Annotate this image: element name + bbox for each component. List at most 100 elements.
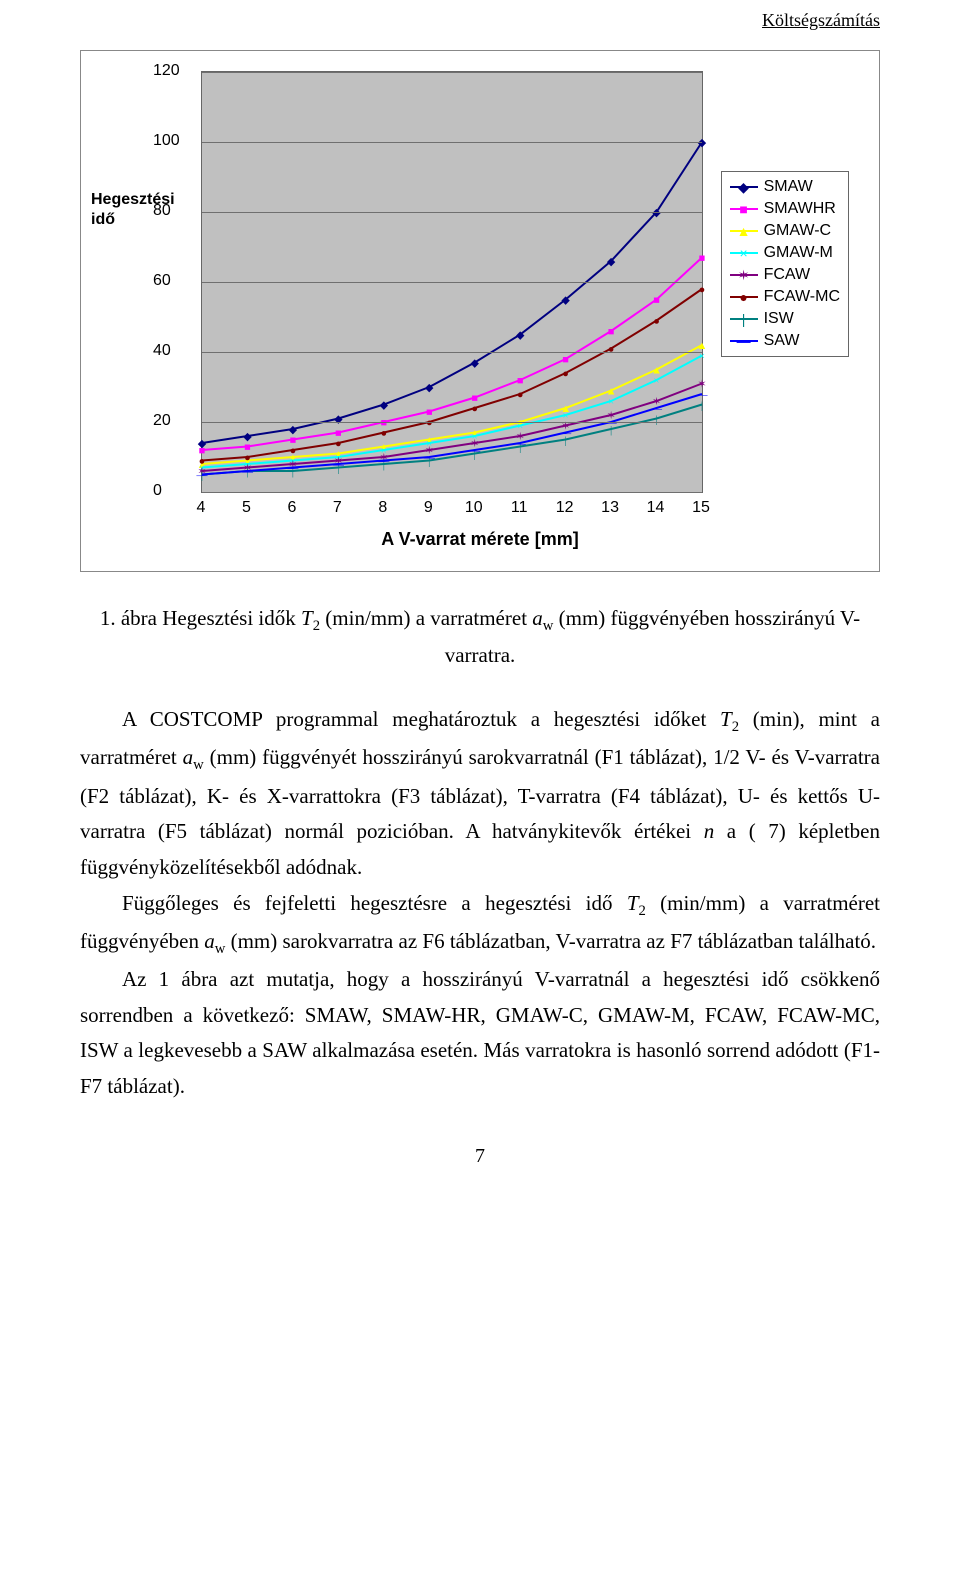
series-marker: ●: [562, 368, 569, 380]
legend-swatch: ◆: [730, 186, 758, 188]
series-marker: ●: [653, 316, 660, 328]
p1Ts: 2: [732, 719, 739, 735]
p1T: T: [720, 707, 732, 731]
legend-label: FCAW-MC: [764, 286, 840, 308]
chart: Hegesztési idő ◆◆◆◆◆◆◆◆◆◆◆◆■■■■■■■■■■■■▲…: [91, 61, 869, 561]
series-marker: ■: [699, 253, 706, 265]
series-marker: ◆: [516, 330, 525, 342]
series-marker: —: [605, 417, 618, 429]
legend-item: ● FCAW-MC: [730, 286, 840, 308]
series-marker: —: [468, 445, 481, 457]
legend-marker-icon: ✶: [738, 268, 750, 282]
y-tick: 100: [153, 132, 341, 150]
legend-item: ◆ SMAW: [730, 176, 840, 198]
series-marker: ×: [653, 375, 659, 387]
x-tick: 5: [242, 499, 251, 517]
caption-mid: (min/mm) a varratméret: [320, 606, 532, 630]
series-marker: ●: [608, 344, 615, 356]
series-marker: —: [650, 403, 663, 415]
series-marker: ◆: [698, 137, 707, 149]
series-marker: —: [196, 470, 209, 482]
series-marker: ◆: [652, 207, 661, 219]
caption-Tsub: 2: [313, 618, 320, 634]
x-tick: 9: [424, 499, 433, 517]
legend-item: ×GMAW-M: [730, 242, 840, 264]
series-marker: ●: [517, 389, 524, 401]
x-tick: 11: [511, 499, 528, 517]
series-marker: ●: [335, 438, 342, 450]
series-marker: ◆: [470, 358, 479, 370]
series-marker: ◆: [607, 256, 616, 268]
series-marker: —: [696, 389, 709, 401]
p1n: n: [704, 819, 715, 843]
series-marker: ●: [471, 403, 478, 415]
p2a: Függőleges és fejfeletti hegesztésre a h…: [122, 891, 627, 915]
chart-frame: Hegesztési idő ◆◆◆◆◆◆◆◆◆◆◆◆■■■■■■■■■■■■▲…: [80, 50, 880, 572]
legend-marker-icon: ■: [739, 202, 747, 216]
y-tick: 0: [153, 482, 341, 500]
caption-asub: w: [543, 618, 554, 634]
legend-swatch: ▲: [730, 230, 758, 232]
legend-swatch: ●: [730, 296, 758, 298]
series-marker: ×: [608, 396, 614, 408]
x-tick: 7: [333, 499, 342, 517]
x-axis-title: A V-varrat mérete [mm]: [91, 529, 869, 550]
figure-caption: 1. ábra Hegesztési idők T2 (min/mm) a va…: [80, 602, 880, 672]
series-marker: —: [514, 438, 527, 450]
series-marker: ●: [290, 445, 297, 457]
x-tick: 6: [287, 499, 296, 517]
series-marker: ●: [244, 452, 251, 464]
series-marker: —: [423, 452, 436, 464]
caption-T: T: [301, 606, 313, 630]
legend-swatch: ×: [730, 252, 758, 254]
caption-text: 1. ábra Hegesztési idők: [100, 606, 301, 630]
legend-swatch: —: [730, 340, 758, 342]
p1a: A COSTCOMP programmal meghatároztuk a he…: [122, 707, 720, 731]
p1a2: a: [183, 745, 194, 769]
p2a2s: w: [215, 941, 226, 957]
x-tick: 8: [378, 499, 387, 517]
series-marker: ■: [653, 295, 660, 307]
legend: ◆ SMAW ■ SMAWHR ▲ GMAW-C×GMAW-M ✶ FCAW ● FCAW-MC |…: [721, 171, 849, 357]
legend-marker-icon: ×: [739, 246, 747, 260]
p1a2s: w: [193, 758, 204, 774]
series-marker: ◆: [561, 295, 570, 307]
x-tick: 4: [197, 499, 206, 517]
series-marker: |: [701, 400, 703, 412]
y-tick: 20: [153, 412, 341, 430]
x-tick: 15: [692, 499, 710, 517]
legend-label: FCAW: [764, 264, 811, 286]
series-marker: ■: [517, 375, 524, 387]
p2T: T: [627, 891, 639, 915]
series-marker: ◆: [380, 400, 389, 412]
legend-marker-icon: |: [742, 312, 746, 326]
series-marker: —: [559, 428, 572, 440]
series-marker: ●: [380, 428, 387, 440]
legend-swatch: ■: [730, 208, 758, 210]
legend-label: SMAWHR: [764, 198, 836, 220]
legend-marker-icon: ▲: [737, 224, 751, 238]
series-marker: ◆: [425, 382, 434, 394]
caption-a: a: [532, 606, 543, 630]
series-marker: —: [241, 466, 254, 478]
legend-label: GMAW-C: [764, 220, 832, 242]
x-tick: 12: [556, 499, 574, 517]
legend-label: SMAW: [764, 176, 813, 198]
p2Ts: 2: [639, 903, 646, 919]
caption-line2: varratra.: [445, 643, 516, 667]
y-tick: 40: [153, 342, 341, 360]
legend-item: ▲ GMAW-C: [730, 220, 840, 242]
y-tick: 60: [153, 272, 341, 290]
legend-swatch: ✶: [730, 274, 758, 276]
caption-post: (mm) függvényében hosszirányú V-: [553, 606, 860, 630]
y-tick: 120: [153, 62, 341, 80]
series-marker: ■: [562, 354, 569, 366]
series-marker: |: [655, 414, 657, 426]
legend-item: ✶ FCAW: [730, 264, 840, 286]
x-tick: 10: [465, 499, 483, 517]
legend-label: ISW: [764, 308, 794, 330]
page-number: 7: [80, 1145, 880, 1168]
p2a2: a: [204, 929, 215, 953]
series-marker: ●: [199, 456, 206, 468]
x-tick: 14: [647, 499, 665, 517]
